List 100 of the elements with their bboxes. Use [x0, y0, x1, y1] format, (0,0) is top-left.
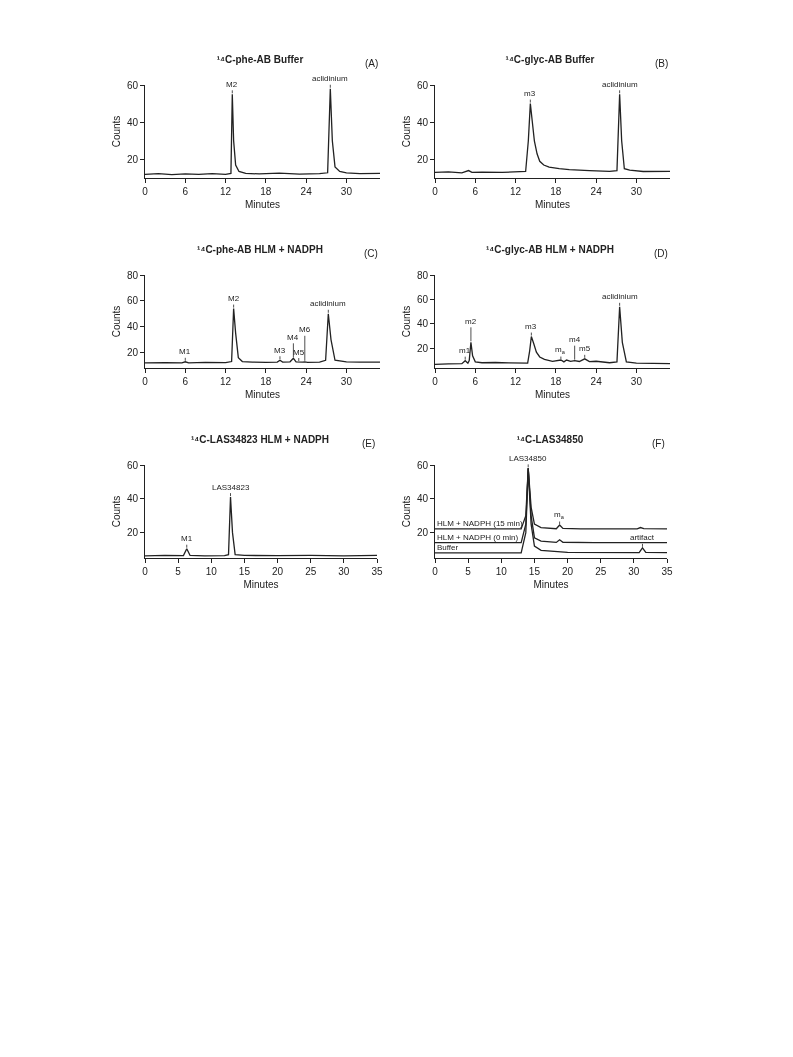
annotation: m$_{a}$ [555, 345, 566, 355]
y-tick-label: 40 [416, 116, 429, 128]
y-tick-label: 80 [126, 269, 139, 281]
y-axis-title: Counts [110, 495, 122, 528]
x-tick-label: 30 [340, 376, 353, 387]
x-tick-label: 30 [630, 376, 643, 387]
x-tick-label: 30 [630, 186, 643, 197]
x-axis-title: Minutes [244, 388, 281, 400]
annotation: m2 [465, 317, 477, 326]
x-tick-label: 10 [205, 566, 218, 577]
y-axis-title: Counts [400, 305, 412, 338]
y-tick-label: 20 [126, 347, 139, 358]
y-tick-label: 20 [416, 342, 429, 354]
y-tick-label: 20 [416, 527, 429, 539]
text: (B) [655, 58, 669, 69]
x-tick-label: 30 [338, 566, 350, 577]
x-axis-title: Minutes [244, 198, 281, 210]
x-tick-label: 35 [371, 566, 383, 577]
annotation: M1 [179, 347, 191, 356]
x-tick-label: 6 [472, 376, 479, 387]
x-tick-label: 30 [340, 186, 353, 197]
series-label: HLM + NADPH (0 min) [437, 533, 519, 542]
x-tick-label: 25 [305, 566, 317, 577]
x-tick-label: 20 [562, 566, 574, 577]
annotation: aclidinium [602, 292, 638, 301]
x-tick-label: 0 [432, 186, 439, 197]
text: (A) [365, 58, 379, 69]
chart-title: ¹⁴C-glyc-AB HLM + NADPH [485, 243, 615, 255]
x-tick-label: 6 [472, 186, 479, 197]
annotation: M4 [287, 333, 299, 342]
annotation: aclidinium [312, 74, 348, 83]
chart-title: ¹⁴C-phe-AB HLM + NADPH [197, 243, 323, 255]
x-tick-label: 12 [220, 186, 232, 197]
x-axis-title: Minutes [243, 578, 279, 590]
y-tick-label: 40 [416, 318, 429, 330]
x-tick-label: 0 [142, 186, 149, 197]
chart-title: ¹⁴C-phe-AB Buffer [216, 53, 304, 65]
series-label: Buffer [437, 543, 459, 552]
annotation: m3 [525, 322, 537, 331]
y-axis-title: Counts [110, 115, 122, 148]
annotation: m$_{a}$ [554, 510, 565, 520]
annotation: LAS34823 [212, 483, 250, 492]
x-tick-label: 18 [260, 186, 272, 197]
y-tick-label: 20 [416, 153, 429, 165]
x-axis-title: Minutes [534, 198, 571, 210]
chart-title: ¹⁴C-LAS34823 HLM + NADPH [190, 433, 330, 445]
x-tick-label: 12 [510, 186, 522, 197]
x-tick-label: 0 [142, 376, 149, 387]
x-tick-label: 6 [182, 376, 189, 387]
x-tick-label: 0 [432, 566, 439, 577]
annotation: m5 [579, 344, 591, 353]
annotation: M2 [226, 80, 238, 89]
annotation: aclidinium [310, 299, 346, 308]
x-tick-label: 35 [661, 566, 673, 577]
x-axis-title: Minutes [533, 578, 569, 590]
x-tick-label: 5 [465, 566, 472, 577]
x-tick-label: 30 [628, 566, 640, 577]
text: (E) [362, 438, 376, 449]
x-tick-label: 12 [510, 376, 522, 387]
x-tick-label: 6 [182, 186, 189, 197]
annotation: m1 [459, 346, 471, 355]
y-tick-label: 60 [126, 79, 139, 91]
y-tick-label: 40 [416, 493, 429, 505]
text: (F) [652, 438, 665, 449]
chart-title: ¹⁴C-glyc-AB Buffer [505, 53, 595, 65]
y-axis-title: Counts [400, 495, 412, 528]
series-label: HLM + NADPH (15 min) [437, 519, 523, 528]
text: (C) [364, 248, 378, 259]
x-tick-label: 24 [590, 376, 603, 387]
x-tick-label: 18 [550, 376, 562, 387]
annotation: M6 [299, 325, 311, 334]
text: (D) [654, 248, 668, 259]
x-tick-label: 0 [142, 566, 149, 577]
x-tick-label: 18 [260, 376, 272, 387]
x-tick-label: 18 [550, 186, 562, 197]
annotation: M3 [274, 346, 286, 355]
x-tick-label: 10 [495, 566, 508, 577]
x-tick-label: 15 [238, 566, 251, 577]
y-tick-label: 60 [416, 79, 429, 91]
annotation: M2 [228, 294, 240, 303]
y-tick-label: 60 [416, 293, 429, 305]
x-tick-label: 5 [175, 566, 182, 577]
annotation: m4 [569, 335, 581, 344]
annotation: M1 [181, 534, 193, 543]
y-tick-label: 60 [126, 295, 139, 307]
chart-title: ¹⁴C-LAS34850 [516, 433, 584, 445]
annotation: aclidinium [602, 80, 638, 89]
x-tick-label: 20 [272, 566, 284, 577]
x-tick-label: 24 [300, 186, 313, 197]
y-tick-label: 20 [126, 527, 139, 539]
y-axis-title: Counts [400, 115, 412, 148]
y-tick-label: 60 [416, 459, 429, 471]
x-tick-label: 15 [528, 566, 541, 577]
y-tick-label: 40 [126, 493, 139, 505]
annotation: LAS34850 [509, 454, 547, 463]
y-tick-label: 40 [126, 321, 139, 333]
x-tick-label: 24 [590, 186, 603, 197]
x-tick-label: 25 [595, 566, 607, 577]
y-tick-label: 60 [126, 459, 139, 471]
y-tick-label: 80 [416, 269, 429, 281]
